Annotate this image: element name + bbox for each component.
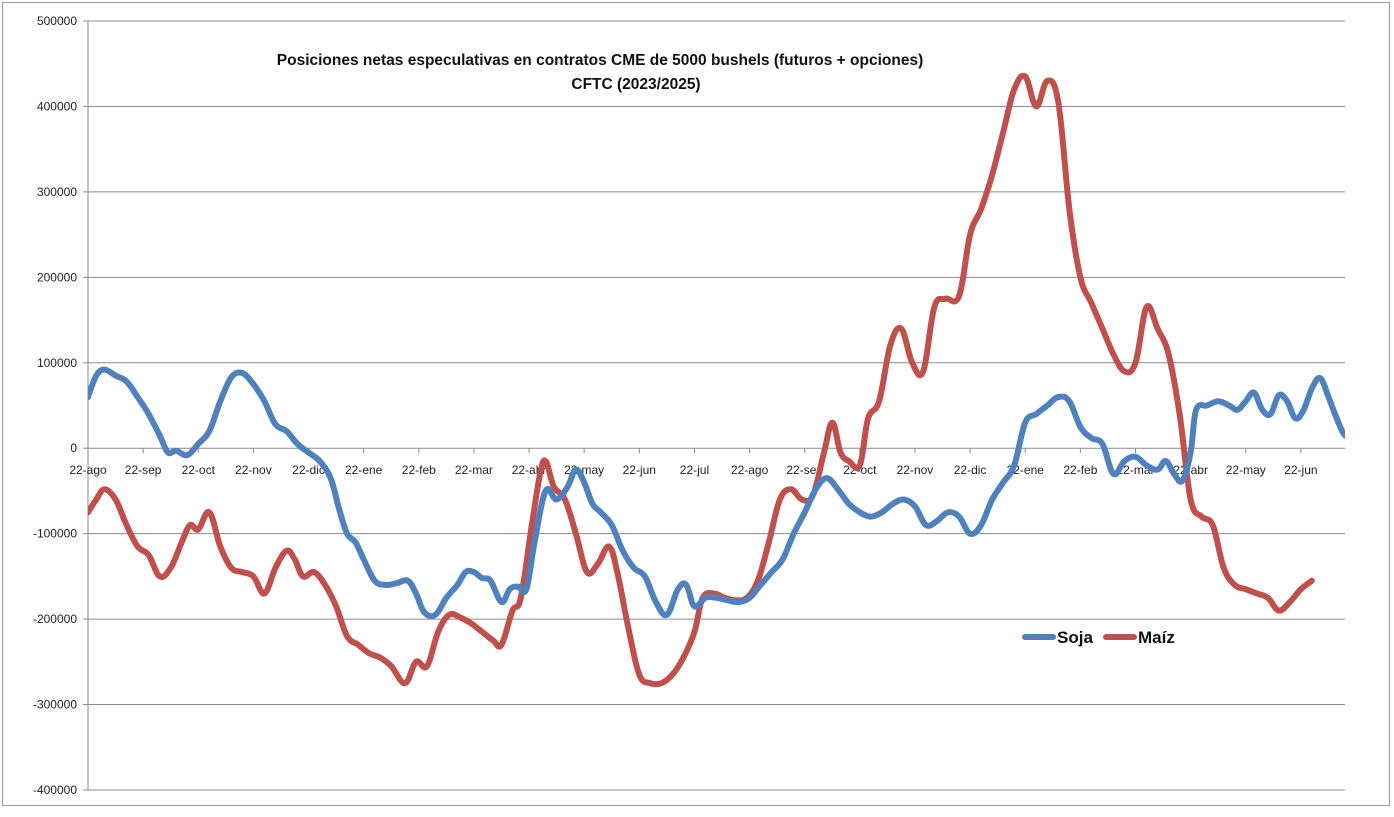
- series-line-soja: [88, 366, 1345, 620]
- series-line-maiz: [88, 72, 1315, 688]
- x-tick-label: 22-may: [1226, 463, 1266, 477]
- x-axis-ticks: 22-ago 22-sep 22-oct 22-nov 22-dic 22-ene 22-f…: [69, 463, 1317, 477]
- x-tick-label: 22-nov: [235, 463, 272, 477]
- gridlines: [88, 20, 1345, 791]
- y-tick-label: -200000: [33, 612, 77, 626]
- line-chart: 500000 400000 300000 200000 100000 0 -100000 -2…: [33, 14, 1345, 797]
- legend-label: Maíz: [1138, 628, 1175, 647]
- y-tick-label: -100000: [33, 527, 77, 541]
- x-tick-label: 22-abr: [1173, 463, 1208, 477]
- chart-frame: 500000 400000 300000 200000 100000 0 -100000 -2…: [2, 2, 1390, 806]
- x-tick-label: 22-mar: [455, 463, 493, 477]
- x-tick-label: 22-feb: [1063, 463, 1097, 477]
- x-tick-label: 22-ene: [345, 463, 383, 477]
- y-tick-label: 100000: [37, 356, 77, 370]
- chart-title-group: Posiciones netas especulativas en contra…: [277, 52, 923, 93]
- y-tick-label: 300000: [37, 185, 77, 199]
- x-tick-label: 22-dic: [292, 463, 325, 477]
- x-tick-label: 22-ago: [69, 463, 107, 477]
- legend-label: Soja: [1057, 628, 1093, 647]
- axes: [83, 20, 1345, 791]
- x-tick-label: 22-jul: [680, 463, 709, 477]
- chart-title: Posiciones netas especulativas en contra…: [277, 52, 923, 69]
- x-tick-label: 22-sep: [786, 463, 823, 477]
- y-tick-label: 0: [70, 441, 77, 455]
- x-tick-label: 22-nov: [897, 463, 934, 477]
- x-tick-label: 22-jun: [623, 463, 656, 477]
- y-tick-label: -400000: [33, 783, 77, 797]
- y-axis-ticks: 500000 400000 300000 200000 100000 0 -100000 -2…: [33, 14, 77, 797]
- y-tick-label: 200000: [37, 270, 77, 284]
- x-tick-label: 22-oct: [182, 463, 216, 477]
- series-lines: [88, 72, 1345, 688]
- x-tick-label: 22-jun: [1284, 463, 1317, 477]
- chart-subtitle: CFTC (2023/2025): [571, 76, 700, 93]
- x-tick-label: 22-sep: [125, 463, 162, 477]
- x-tick-label: 22-feb: [402, 463, 436, 477]
- x-tick-label: 22-ago: [731, 463, 769, 477]
- y-tick-label: 500000: [37, 14, 77, 28]
- legend: Soja Maíz: [1022, 628, 1175, 647]
- y-tick-label: -300000: [33, 698, 77, 712]
- x-tick-label: 22-dic: [954, 463, 987, 477]
- y-tick-label: 400000: [37, 99, 77, 113]
